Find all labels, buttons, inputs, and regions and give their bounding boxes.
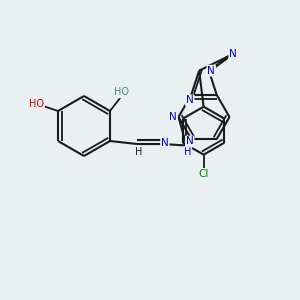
Text: N: N <box>161 137 169 148</box>
Text: H: H <box>135 147 142 158</box>
Text: HO: HO <box>114 87 129 98</box>
Text: N: N <box>169 112 177 122</box>
Text: N: N <box>186 95 194 105</box>
Text: HO: HO <box>29 99 44 110</box>
Text: N: N <box>186 136 194 146</box>
Text: N: N <box>229 49 237 59</box>
Text: H: H <box>184 147 191 157</box>
Text: Cl: Cl <box>198 169 209 179</box>
Text: N: N <box>207 66 215 76</box>
